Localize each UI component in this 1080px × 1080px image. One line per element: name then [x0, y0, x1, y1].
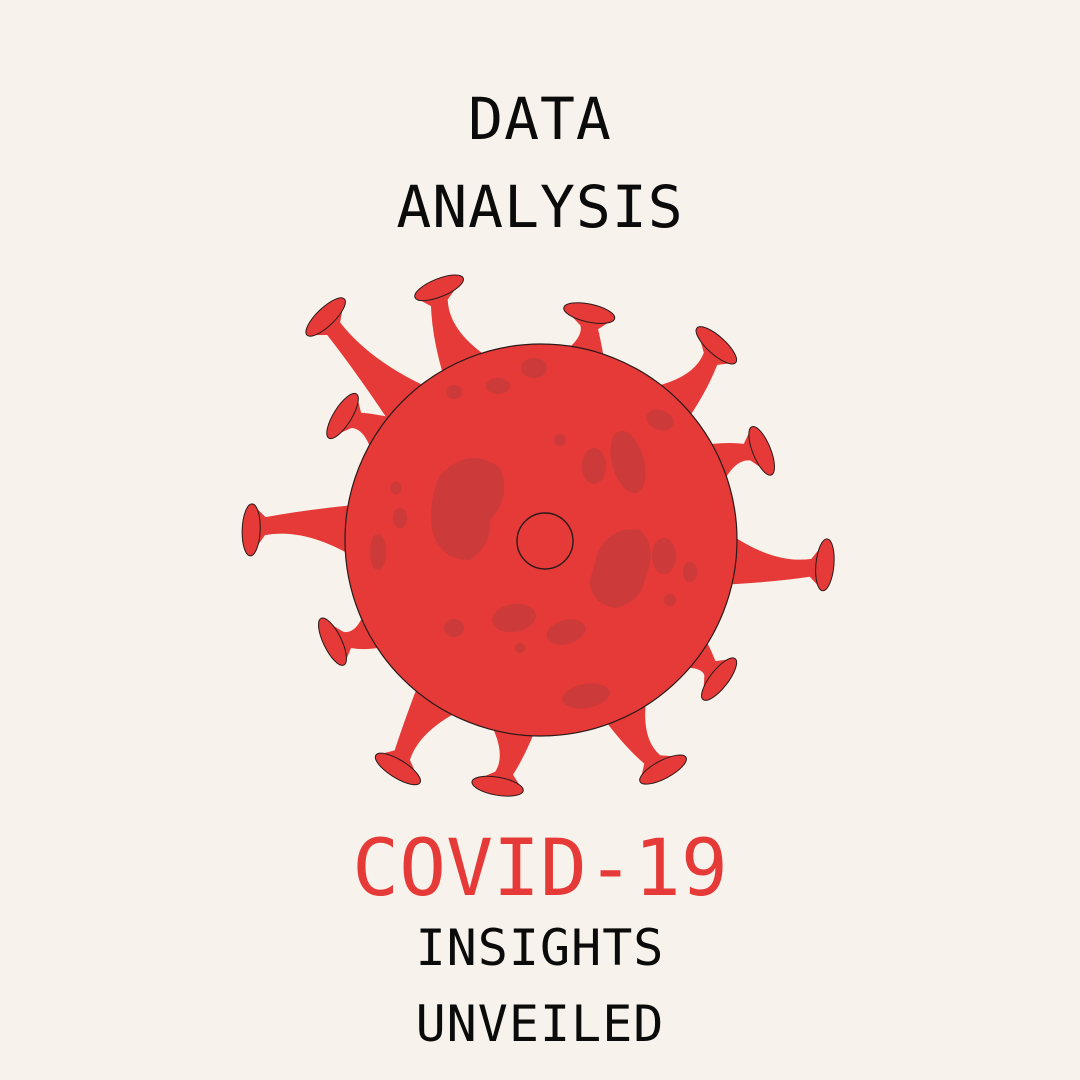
virus-spike-cap: [326, 392, 359, 440]
virus-spike-cap: [471, 775, 524, 797]
virus-body: [344, 343, 738, 737]
virus-spike: [245, 503, 368, 564]
virus-center: [516, 512, 574, 570]
title-line-analysis: ANALYSIS: [396, 173, 684, 241]
virus-spike-cap: [241, 503, 261, 557]
virus-spike-cap: [695, 326, 738, 365]
virus-spike-cap: [414, 274, 464, 302]
virus-spike-cap: [701, 657, 738, 701]
subtitle-line-unveiled: UNVEILED: [415, 995, 665, 1053]
virus-spike: [712, 525, 832, 591]
virus-spike-cap: [318, 617, 347, 666]
virus-spike-cap: [563, 302, 616, 324]
virus-spike-cap: [374, 752, 421, 786]
virus-spike-cap: [639, 754, 687, 785]
virus-spike-cap: [748, 426, 775, 476]
virus-spots: [370, 358, 697, 709]
headline-covid: COVID-19: [352, 824, 728, 914]
subtitle-line-insights: INSIGHTS: [415, 919, 665, 977]
virus-spike-cap: [305, 297, 346, 337]
virus-spike-cap: [815, 538, 835, 592]
title-line-data: DATA: [468, 85, 612, 153]
